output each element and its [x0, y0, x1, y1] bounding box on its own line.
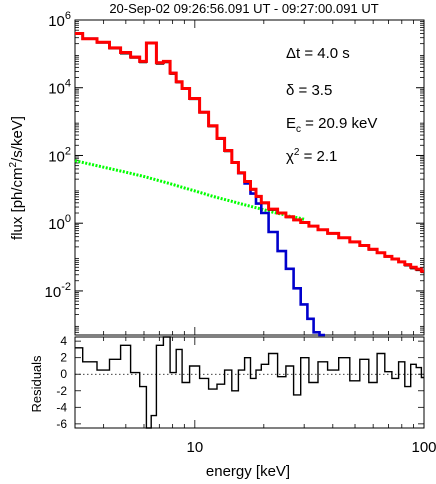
tick-exponent: 2: [65, 145, 71, 157]
series-line-data: [75, 33, 424, 274]
annotation-ec-sub: c: [296, 124, 301, 135]
annotation-ec-suffix: = 20.9 keV: [301, 115, 377, 132]
res-y-tick-label: -6: [56, 417, 67, 431]
tick-exponent: 4: [65, 78, 71, 90]
tick-base: 10: [48, 13, 65, 30]
residuals-y-axis-label: Residuals: [29, 355, 44, 413]
residuals-x-ticks: 10 100: [74, 337, 436, 456]
tick-base: 10: [48, 81, 65, 98]
main-y-tick-label: 106: [48, 10, 71, 30]
chart-title: 20-Sep-02 09:26:56.091 UT - 09:27:00.091…: [109, 1, 378, 16]
annotation-chi2-sup: 2: [294, 147, 300, 158]
annotation-ec-prefix: E: [286, 115, 296, 132]
tick-exponent: 0: [65, 213, 71, 225]
main-y-tick-label: 104: [48, 78, 71, 98]
tick-base: 10: [48, 216, 65, 233]
annotation-chi2-suffix: = 2.1: [299, 148, 337, 165]
spectrum-frame: [74, 19, 425, 336]
annotation-ec: Ec = 20.9 keV: [286, 115, 377, 135]
res-y-tick-label: 4: [60, 334, 67, 348]
tick-base: 10: [48, 148, 65, 165]
main-y-tick-label: 100: [48, 213, 71, 233]
residuals-line: [75, 336, 424, 429]
tick-exponent: -2: [61, 281, 71, 293]
res-y-tick-label: -4: [56, 400, 67, 414]
x-tick-label: 100: [411, 439, 436, 456]
tick-base: 10: [45, 284, 62, 301]
x-axis-label: energy [keV]: [206, 463, 290, 480]
residuals-panel: 4 2 0 -2 -4 -6 10 100 Residuals energy [keV]: [29, 334, 436, 480]
spectrum-series: [74, 32, 424, 337]
annotation-chi2: χ2 = 2.1: [286, 147, 337, 165]
annotation-chi2-prefix: χ: [286, 148, 294, 165]
res-y-tick-label: -2: [56, 384, 67, 398]
res-y-tick-label: 0: [60, 367, 67, 381]
spectrum-y-axis-label: flux [ph/cm2/s/keV]: [8, 116, 26, 240]
y-label-sup: 2: [8, 161, 19, 167]
residuals-frame: [74, 336, 425, 429]
tick-exponent: 6: [65, 10, 71, 22]
annotation-dt-text: Δt = 4.0 s: [286, 45, 350, 62]
residuals-y-ticks: 4 2 0 -2 -4 -6: [56, 334, 424, 431]
annotation-delta-text: δ = 3.5: [286, 82, 332, 99]
x-tick-label: 10: [186, 439, 203, 456]
residuals-series: [75, 336, 424, 429]
annotation-delta: δ = 3.5: [286, 82, 332, 99]
main-y-tick-label: 10-2: [45, 281, 71, 301]
series-line-total-fit: [75, 32, 424, 273]
annotation-dt: Δt = 4.0 s: [286, 45, 350, 62]
y-label-main: flux [ph/cm: [9, 167, 26, 240]
series-line-nonthermal: [75, 32, 325, 337]
main-y-tick-label: 102: [48, 145, 71, 165]
res-y-tick-label: 2: [60, 351, 67, 365]
series-line-thermal: [74, 159, 305, 221]
y-label-rest: /s/keV]: [9, 116, 26, 162]
